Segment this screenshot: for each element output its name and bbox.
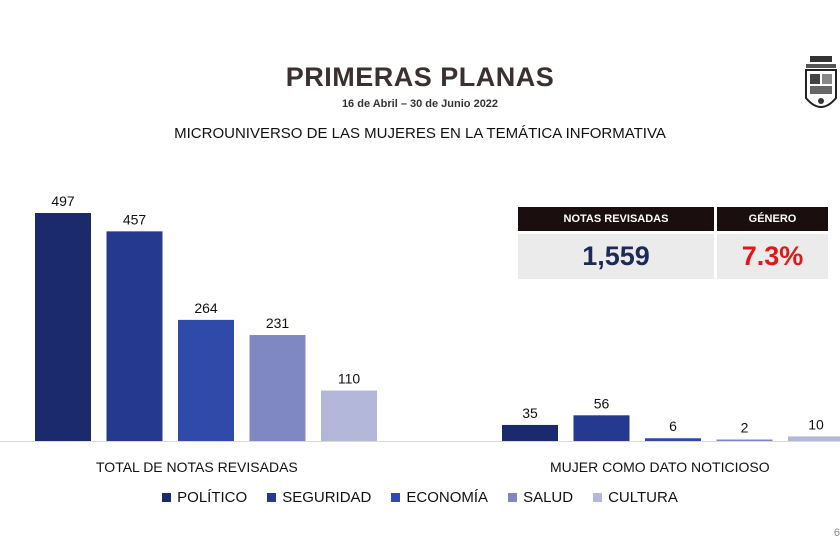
data-label-salud-mujer: 2 xyxy=(741,420,749,436)
data-label-cultura-total: 110 xyxy=(338,371,361,387)
legend-label: POLÍTICO xyxy=(177,489,248,506)
legend-swatch xyxy=(162,493,172,502)
page-title: PRIMERAS PLANAS xyxy=(285,62,555,92)
bar-cultura-mujer xyxy=(788,436,840,441)
data-label-seguridad-mujer: 56 xyxy=(594,395,610,411)
genero-header: GÉNERO xyxy=(717,207,828,231)
legend-label: SEGURIDAD xyxy=(282,489,372,506)
bar-politico-total xyxy=(35,213,91,441)
data-label-cultura-mujer: 10 xyxy=(808,416,824,432)
legend-item-economia: ECONOMÍA xyxy=(391,489,488,506)
legend-item-politico: POLÍTICO xyxy=(162,489,247,506)
legend-item-salud: SALUD xyxy=(508,489,573,506)
group-label-mujer: MUJER COMO DATO NOTICIOSO xyxy=(550,459,770,475)
data-label-politico-mujer: 35 xyxy=(522,405,538,421)
date-range: 16 de Abril – 30 de Junio 2022 xyxy=(341,98,499,110)
legend-swatch xyxy=(508,493,518,502)
data-label-economia-mujer: 6 xyxy=(669,418,677,434)
legend-label: ECONOMÍA xyxy=(406,489,489,506)
bar-economia-mujer xyxy=(645,438,701,441)
summary-table: NOTAS REVISADAS GÉNERO 1,559 7.3% xyxy=(518,207,828,279)
bar-cultura-total xyxy=(321,390,377,441)
legend-swatch xyxy=(391,493,401,502)
bar-economia-total xyxy=(178,319,234,441)
genero-value: 7.3% xyxy=(717,234,828,279)
bar-salud-total xyxy=(249,335,306,441)
legend-item-seguridad: SEGURIDAD xyxy=(267,489,371,506)
data-label-seguridad-total: 457 xyxy=(123,211,147,227)
notas-revisadas-value: 1,559 xyxy=(518,234,714,279)
data-label-politico-total: 497 xyxy=(51,193,75,209)
legend-item-cultura: CULTURA xyxy=(593,489,678,506)
bar-seguridad-mujer xyxy=(573,415,630,441)
legend-label: SALUD xyxy=(523,489,574,506)
chart-heading: MICROUNIVERSO DE LAS MUJERES EN LA TEMÁT… xyxy=(174,125,666,142)
bar-seguridad-total xyxy=(106,231,163,441)
data-label-economia-total: 264 xyxy=(194,300,218,316)
chart-legend: POLÍTICO SEGURIDAD ECONOMÍA SALUD CULTUR… xyxy=(0,489,840,506)
legend-swatch xyxy=(593,493,603,502)
legend-swatch xyxy=(267,493,277,502)
bar-politico-mujer xyxy=(502,424,558,441)
legend-label: CULTURA xyxy=(608,489,678,506)
group-label-total: TOTAL DE NOTAS REVISADAS xyxy=(96,459,298,475)
notas-revisadas-header: NOTAS REVISADAS xyxy=(518,207,714,231)
data-label-salud-total: 231 xyxy=(266,315,290,331)
crest-logo xyxy=(805,56,837,108)
bar-salud-mujer xyxy=(716,439,773,441)
page-number: 6 xyxy=(833,527,840,539)
